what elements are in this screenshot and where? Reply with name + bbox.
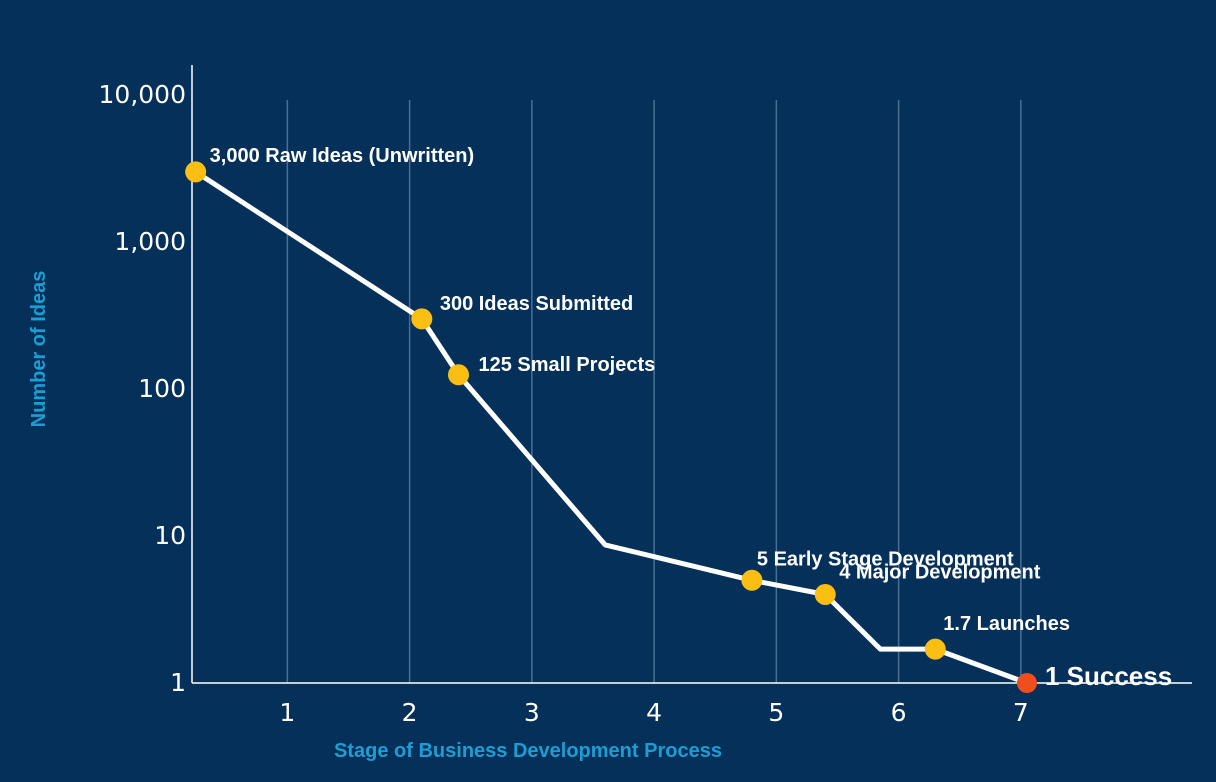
x-tick-label: 7 — [1013, 698, 1029, 727]
data-point — [814, 583, 836, 605]
grid-lines — [286, 100, 1022, 683]
data-label: 1.7 Launches — [943, 613, 1070, 635]
data-point — [741, 569, 763, 591]
data-label: 4 Major Development — [839, 561, 1041, 583]
data-label: 5 Early Stage Development — [757, 548, 1014, 570]
x-tick-label: 5 — [768, 698, 784, 727]
data-labels: 3,000 Raw Ideas (Unwritten) 300 Ideas Sub… — [210, 145, 1173, 691]
data-point — [411, 308, 433, 330]
success-label: 1 Success — [1045, 661, 1172, 691]
y-tick-label: 10 — [154, 521, 186, 550]
data-point — [185, 161, 207, 183]
x-tick-label: 2 — [402, 698, 418, 727]
x-tick-label: 3 — [524, 698, 540, 727]
y-tick-label: 1,000 — [114, 227, 186, 256]
y-axis-title: Number of Ideas — [28, 271, 50, 428]
x-tick-label: 4 — [646, 698, 662, 727]
data-label: 125 Small Projects — [479, 354, 656, 376]
data-point — [924, 638, 946, 660]
data-label: 3,000 Raw Ideas (Unwritten) — [210, 145, 475, 167]
y-tick-label: 10,000 — [99, 80, 186, 109]
x-tick-label: 1 — [279, 698, 295, 727]
x-tick-label: 6 — [891, 698, 907, 727]
y-tick-labels: 1 10 100 1,000 10,000 — [99, 80, 186, 697]
series-line — [194, 169, 1028, 686]
x-tick-labels: 1 2 3 4 5 6 7 — [279, 698, 1028, 727]
data-point — [448, 364, 470, 386]
y-tick-label: 100 — [138, 374, 186, 403]
data-label: 300 Ideas Submitted — [440, 293, 633, 315]
data-points — [185, 161, 1037, 693]
x-axis-title: Stage of Business Development Process — [334, 740, 722, 762]
y-tick-label: 1 — [170, 668, 186, 697]
success-point — [1016, 673, 1037, 693]
